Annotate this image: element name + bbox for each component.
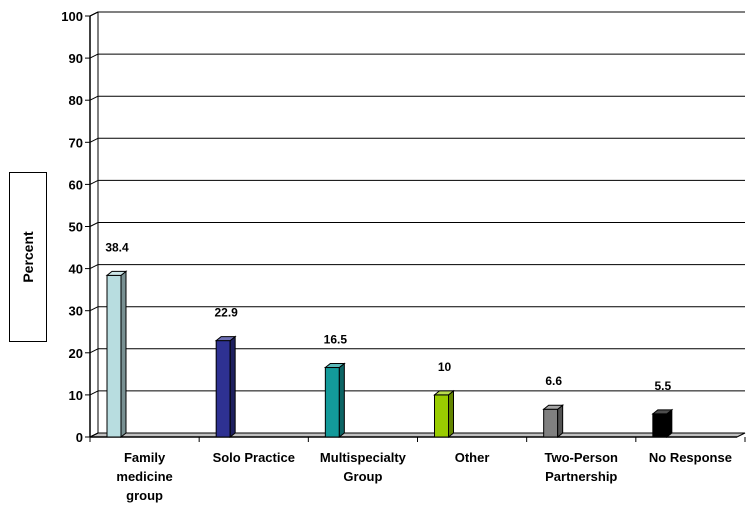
bar-front xyxy=(106,274,122,438)
x-category-label: Family xyxy=(124,450,166,465)
bar-top xyxy=(542,404,565,410)
bar xyxy=(651,408,674,439)
data-label: 22.9 xyxy=(214,306,238,320)
bar-top xyxy=(323,363,346,369)
y-tick-label: 20 xyxy=(69,346,83,361)
bar-side xyxy=(666,408,673,439)
x-category-label: medicine xyxy=(116,469,172,484)
gridline-wall-link xyxy=(89,390,99,396)
y-tick-label: 60 xyxy=(69,177,83,192)
gridline-wall-link xyxy=(89,95,99,101)
bar-front xyxy=(434,394,449,438)
y-tick-label: 70 xyxy=(69,135,83,150)
data-label: 5.5 xyxy=(654,379,671,393)
y-axis-label-box: Percent xyxy=(9,172,47,342)
bar-top xyxy=(433,390,455,396)
bar-front xyxy=(652,413,668,438)
gridline-wall-link xyxy=(89,222,99,227)
bar-top xyxy=(105,270,128,276)
y-tick-label: 100 xyxy=(61,9,83,24)
data-label: 6.6 xyxy=(545,374,562,388)
y-tick-label: 10 xyxy=(69,388,83,403)
bar-side xyxy=(120,270,127,439)
y-tick-label: 30 xyxy=(69,304,83,319)
x-category-label: No Response xyxy=(649,450,732,465)
x-category-label: Two-Person xyxy=(545,450,618,465)
bar-side xyxy=(338,362,345,439)
bar-front xyxy=(215,340,231,438)
bar-top xyxy=(651,409,674,415)
y-tick-label: 50 xyxy=(69,220,83,235)
y-tick-label: 0 xyxy=(76,430,83,445)
bar-top xyxy=(214,336,237,342)
gridline-wall-link xyxy=(89,179,99,185)
x-category-label: Multispecialty xyxy=(320,450,407,465)
x-category-label: group xyxy=(126,488,163,503)
y-tick-label: 40 xyxy=(69,262,83,277)
data-label: 10 xyxy=(438,360,452,374)
gridline-wall-link xyxy=(89,53,99,59)
bar xyxy=(214,335,237,439)
bar xyxy=(542,404,565,439)
bar-front xyxy=(543,408,559,438)
bar-front xyxy=(324,367,340,438)
bar xyxy=(433,389,455,439)
x-category-label: Solo Practice xyxy=(213,450,295,465)
y-tick-label: 80 xyxy=(69,93,83,108)
gridline-wall-link xyxy=(89,264,99,270)
data-label: 16.5 xyxy=(324,333,348,347)
bar-side xyxy=(448,389,454,439)
x-category-label: Other xyxy=(455,450,490,465)
bar xyxy=(323,362,346,439)
x-category-label: Partnership xyxy=(545,469,617,484)
x-category-label: Group xyxy=(343,469,382,484)
gridline-wall-link xyxy=(89,348,99,354)
wall-top-edge xyxy=(89,11,99,17)
y-tick-label: 90 xyxy=(69,51,83,66)
data-label: 38.4 xyxy=(105,240,129,254)
bar xyxy=(105,270,128,439)
gridline-wall-link xyxy=(89,137,99,143)
bar-side xyxy=(557,404,564,439)
gridline-wall-link xyxy=(89,306,99,312)
bar-side xyxy=(229,335,236,439)
